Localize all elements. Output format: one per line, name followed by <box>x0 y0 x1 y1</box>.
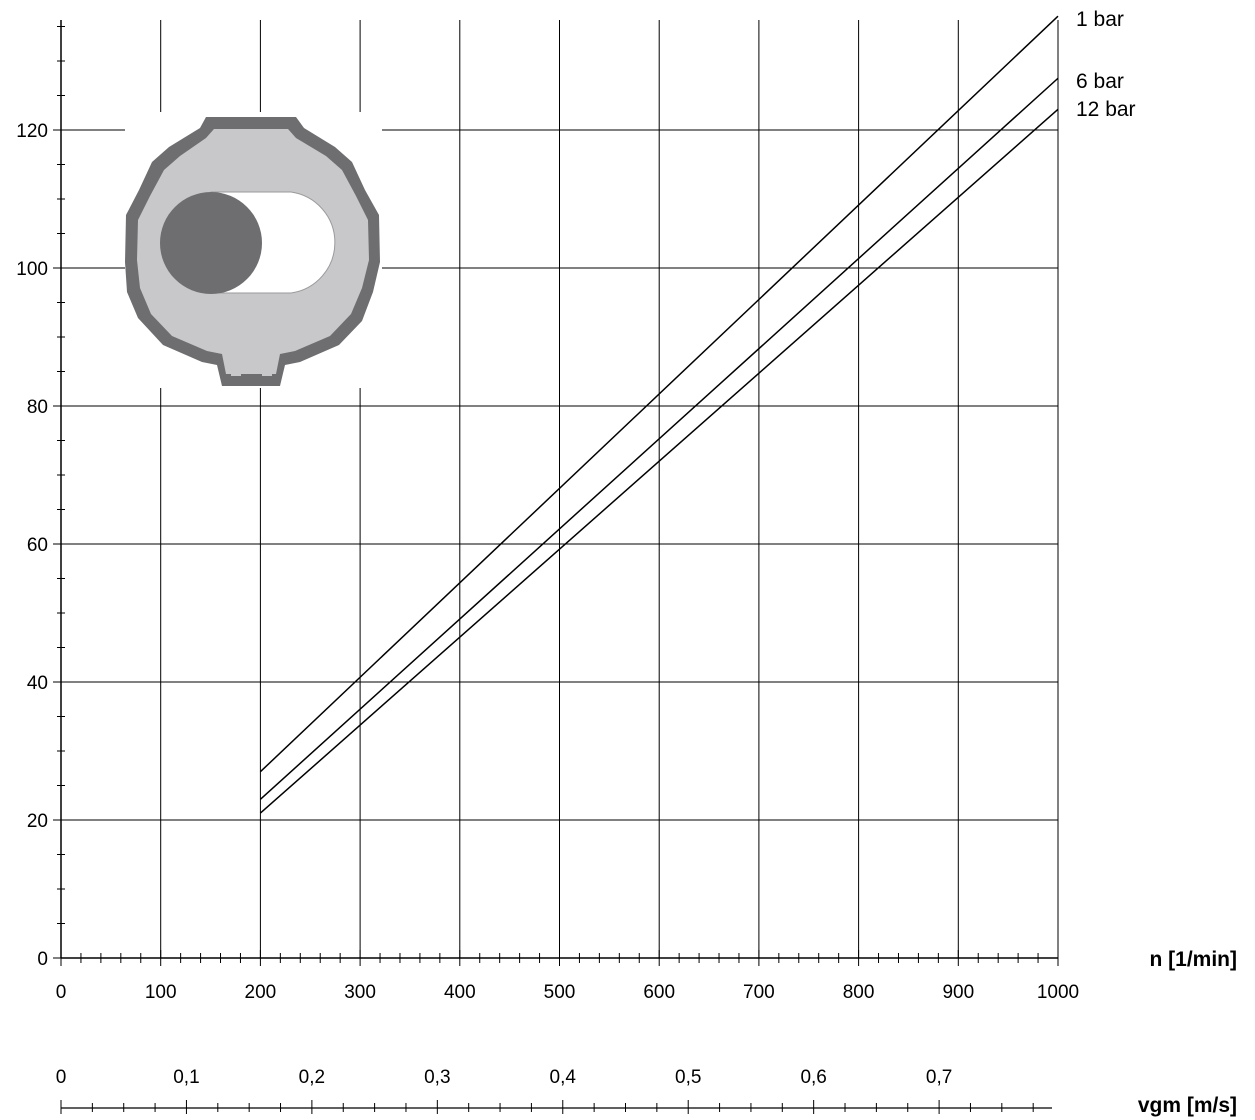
secondary-x-tick-label-7: 0,7 <box>926 1067 952 1088</box>
axes <box>53 20 1059 1114</box>
x-tick-label-300: 300 <box>344 982 376 1003</box>
secondary-x-tick-label-3: 0,3 <box>424 1067 450 1088</box>
x-tick-label-900: 900 <box>942 982 974 1003</box>
pump-foot-slot-left <box>231 362 241 376</box>
axis-labels: 0 20 40 60 80 100 120 0 100 200 300 400 500 600 700 800… <box>16 8 1135 1088</box>
secondary-x-tick-label-0: 0 <box>56 1067 67 1088</box>
x-tick-label-100: 100 <box>145 982 177 1003</box>
x-tick-label-600: 600 <box>643 982 675 1003</box>
x-axis-title: n [1/min] <box>1150 948 1238 971</box>
y-tick-label-100: 100 <box>16 259 48 280</box>
series-line-6-bar <box>259 77 1059 800</box>
y-tick-label-0: 0 <box>37 949 48 970</box>
pump-foot-slot-right <box>262 362 272 376</box>
secondary-x-tick-label-2: 0,2 <box>299 1067 325 1088</box>
x-tick-label-200: 200 <box>245 982 277 1003</box>
y-tick-label-40: 40 <box>27 673 48 694</box>
x-tick-label-1000: 1000 <box>1037 982 1079 1003</box>
y-tick-label-60: 60 <box>27 535 48 556</box>
y-tick-label-120: 120 <box>16 121 48 142</box>
secondary-x-tick-label-6: 0,6 <box>800 1067 826 1088</box>
pump-rotor <box>160 192 262 294</box>
y-tick-label-80: 80 <box>27 397 48 418</box>
series-label-12-bar: 12 bar <box>1076 98 1136 121</box>
series-label-1-bar: 1 bar <box>1076 8 1124 31</box>
x-tick-label-400: 400 <box>444 982 476 1003</box>
x-tick-label-0: 0 <box>56 982 67 1003</box>
secondary-x-tick-label-1: 0,1 <box>173 1067 199 1088</box>
y-tick-label-20: 20 <box>27 811 48 832</box>
secondary-x-tick-label-4: 0,4 <box>550 1067 577 1088</box>
secondary-x-tick-label-5: 0,5 <box>675 1067 701 1088</box>
series-label-6-bar: 6 bar <box>1076 70 1124 93</box>
secondary-x-axis-title: vgm [m/s] <box>1138 1094 1237 1117</box>
x-tick-label-800: 800 <box>843 982 875 1003</box>
series-line-1-bar <box>259 15 1059 773</box>
pump-cross-section-image <box>125 112 382 388</box>
x-tick-label-700: 700 <box>743 982 775 1003</box>
series-line-12-bar <box>259 108 1059 814</box>
series-lines <box>259 15 1059 814</box>
x-tick-label-500: 500 <box>544 982 576 1003</box>
